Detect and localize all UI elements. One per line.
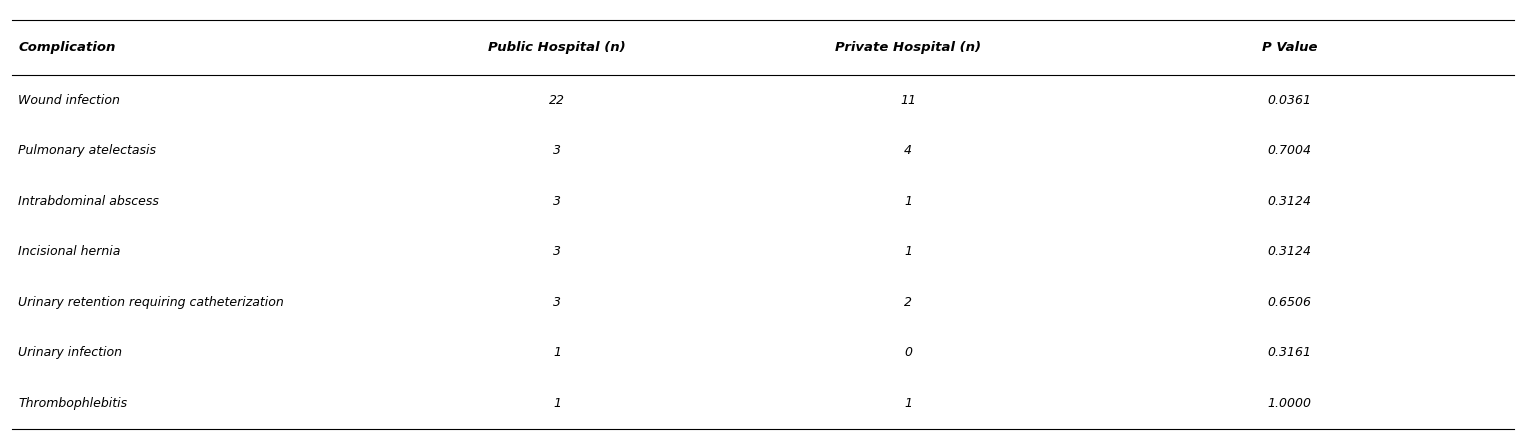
Text: 1: 1 [552, 397, 562, 410]
Text: 3: 3 [552, 245, 562, 258]
Text: 11: 11 [900, 94, 916, 107]
Text: 0.0361: 0.0361 [1268, 94, 1311, 107]
Text: 1: 1 [903, 245, 913, 258]
Text: 1: 1 [552, 346, 562, 359]
Text: Urinary retention requiring catheterization: Urinary retention requiring catheterizat… [18, 296, 284, 309]
Text: 2: 2 [903, 296, 913, 309]
Text: Thrombophlebitis: Thrombophlebitis [18, 397, 128, 410]
Text: 0.3124: 0.3124 [1268, 245, 1311, 258]
Text: Private Hospital (n): Private Hospital (n) [835, 41, 981, 54]
Text: 0: 0 [903, 346, 913, 359]
Text: Public Hospital (n): Public Hospital (n) [488, 41, 626, 54]
Text: Incisional hernia: Incisional hernia [18, 245, 121, 258]
Text: Complication: Complication [18, 41, 116, 54]
Text: 1.0000: 1.0000 [1268, 397, 1311, 410]
Text: 22: 22 [549, 94, 565, 107]
Text: Pulmonary atelectasis: Pulmonary atelectasis [18, 144, 156, 157]
Text: P Value: P Value [1262, 41, 1317, 54]
Text: 1: 1 [903, 397, 913, 410]
Text: 0.3161: 0.3161 [1268, 346, 1311, 359]
Text: 3: 3 [552, 144, 562, 157]
Text: 1: 1 [903, 195, 913, 208]
Text: Intrabdominal abscess: Intrabdominal abscess [18, 195, 159, 208]
Text: 3: 3 [552, 195, 562, 208]
Text: 0.3124: 0.3124 [1268, 195, 1311, 208]
Text: 0.7004: 0.7004 [1268, 144, 1311, 157]
Text: 4: 4 [903, 144, 913, 157]
Text: Urinary infection: Urinary infection [18, 346, 122, 359]
Text: 0.6506: 0.6506 [1268, 296, 1311, 309]
Text: 3: 3 [552, 296, 562, 309]
Text: Wound infection: Wound infection [18, 94, 121, 107]
